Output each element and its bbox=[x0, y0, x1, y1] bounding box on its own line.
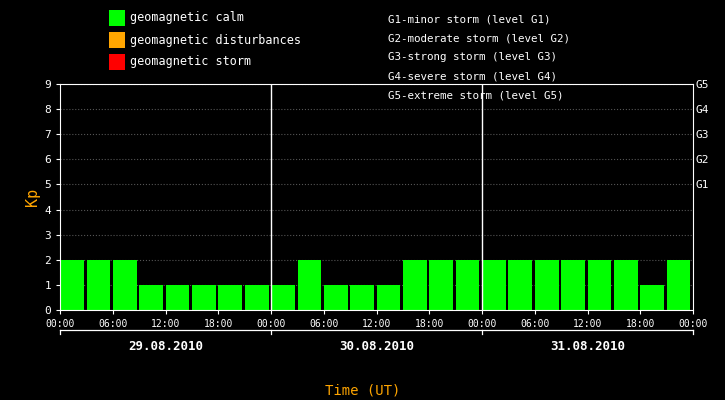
Y-axis label: Kp: Kp bbox=[25, 188, 40, 206]
Text: G4-severe storm (level G4): G4-severe storm (level G4) bbox=[388, 72, 557, 82]
Bar bbox=[271, 285, 295, 310]
Bar bbox=[508, 260, 532, 310]
Bar bbox=[640, 285, 664, 310]
Bar bbox=[350, 285, 374, 310]
Bar bbox=[86, 260, 110, 310]
Text: 31.08.2010: 31.08.2010 bbox=[550, 340, 625, 352]
Bar bbox=[113, 260, 136, 310]
Bar bbox=[403, 260, 427, 310]
Bar bbox=[535, 260, 558, 310]
Text: Time (UT): Time (UT) bbox=[325, 383, 400, 397]
Bar bbox=[429, 260, 453, 310]
Bar bbox=[60, 260, 84, 310]
Text: geomagnetic calm: geomagnetic calm bbox=[130, 12, 244, 24]
Bar bbox=[456, 260, 479, 310]
Bar bbox=[667, 260, 690, 310]
Bar bbox=[139, 285, 163, 310]
Text: G2-moderate storm (level G2): G2-moderate storm (level G2) bbox=[388, 33, 570, 43]
Bar bbox=[561, 260, 585, 310]
Text: 29.08.2010: 29.08.2010 bbox=[128, 340, 203, 352]
Bar bbox=[245, 285, 268, 310]
Text: 30.08.2010: 30.08.2010 bbox=[339, 340, 414, 352]
Bar bbox=[218, 285, 242, 310]
Text: geomagnetic storm: geomagnetic storm bbox=[130, 56, 252, 68]
Text: G1-minor storm (level G1): G1-minor storm (level G1) bbox=[388, 14, 550, 24]
Bar bbox=[482, 260, 506, 310]
Bar bbox=[614, 260, 638, 310]
Bar bbox=[165, 285, 189, 310]
Text: G5-extreme storm (level G5): G5-extreme storm (level G5) bbox=[388, 91, 563, 101]
Bar bbox=[587, 260, 611, 310]
Bar bbox=[377, 285, 400, 310]
Text: G3-strong storm (level G3): G3-strong storm (level G3) bbox=[388, 52, 557, 62]
Text: geomagnetic disturbances: geomagnetic disturbances bbox=[130, 34, 302, 46]
Bar bbox=[192, 285, 216, 310]
Bar bbox=[297, 260, 321, 310]
Bar bbox=[324, 285, 347, 310]
